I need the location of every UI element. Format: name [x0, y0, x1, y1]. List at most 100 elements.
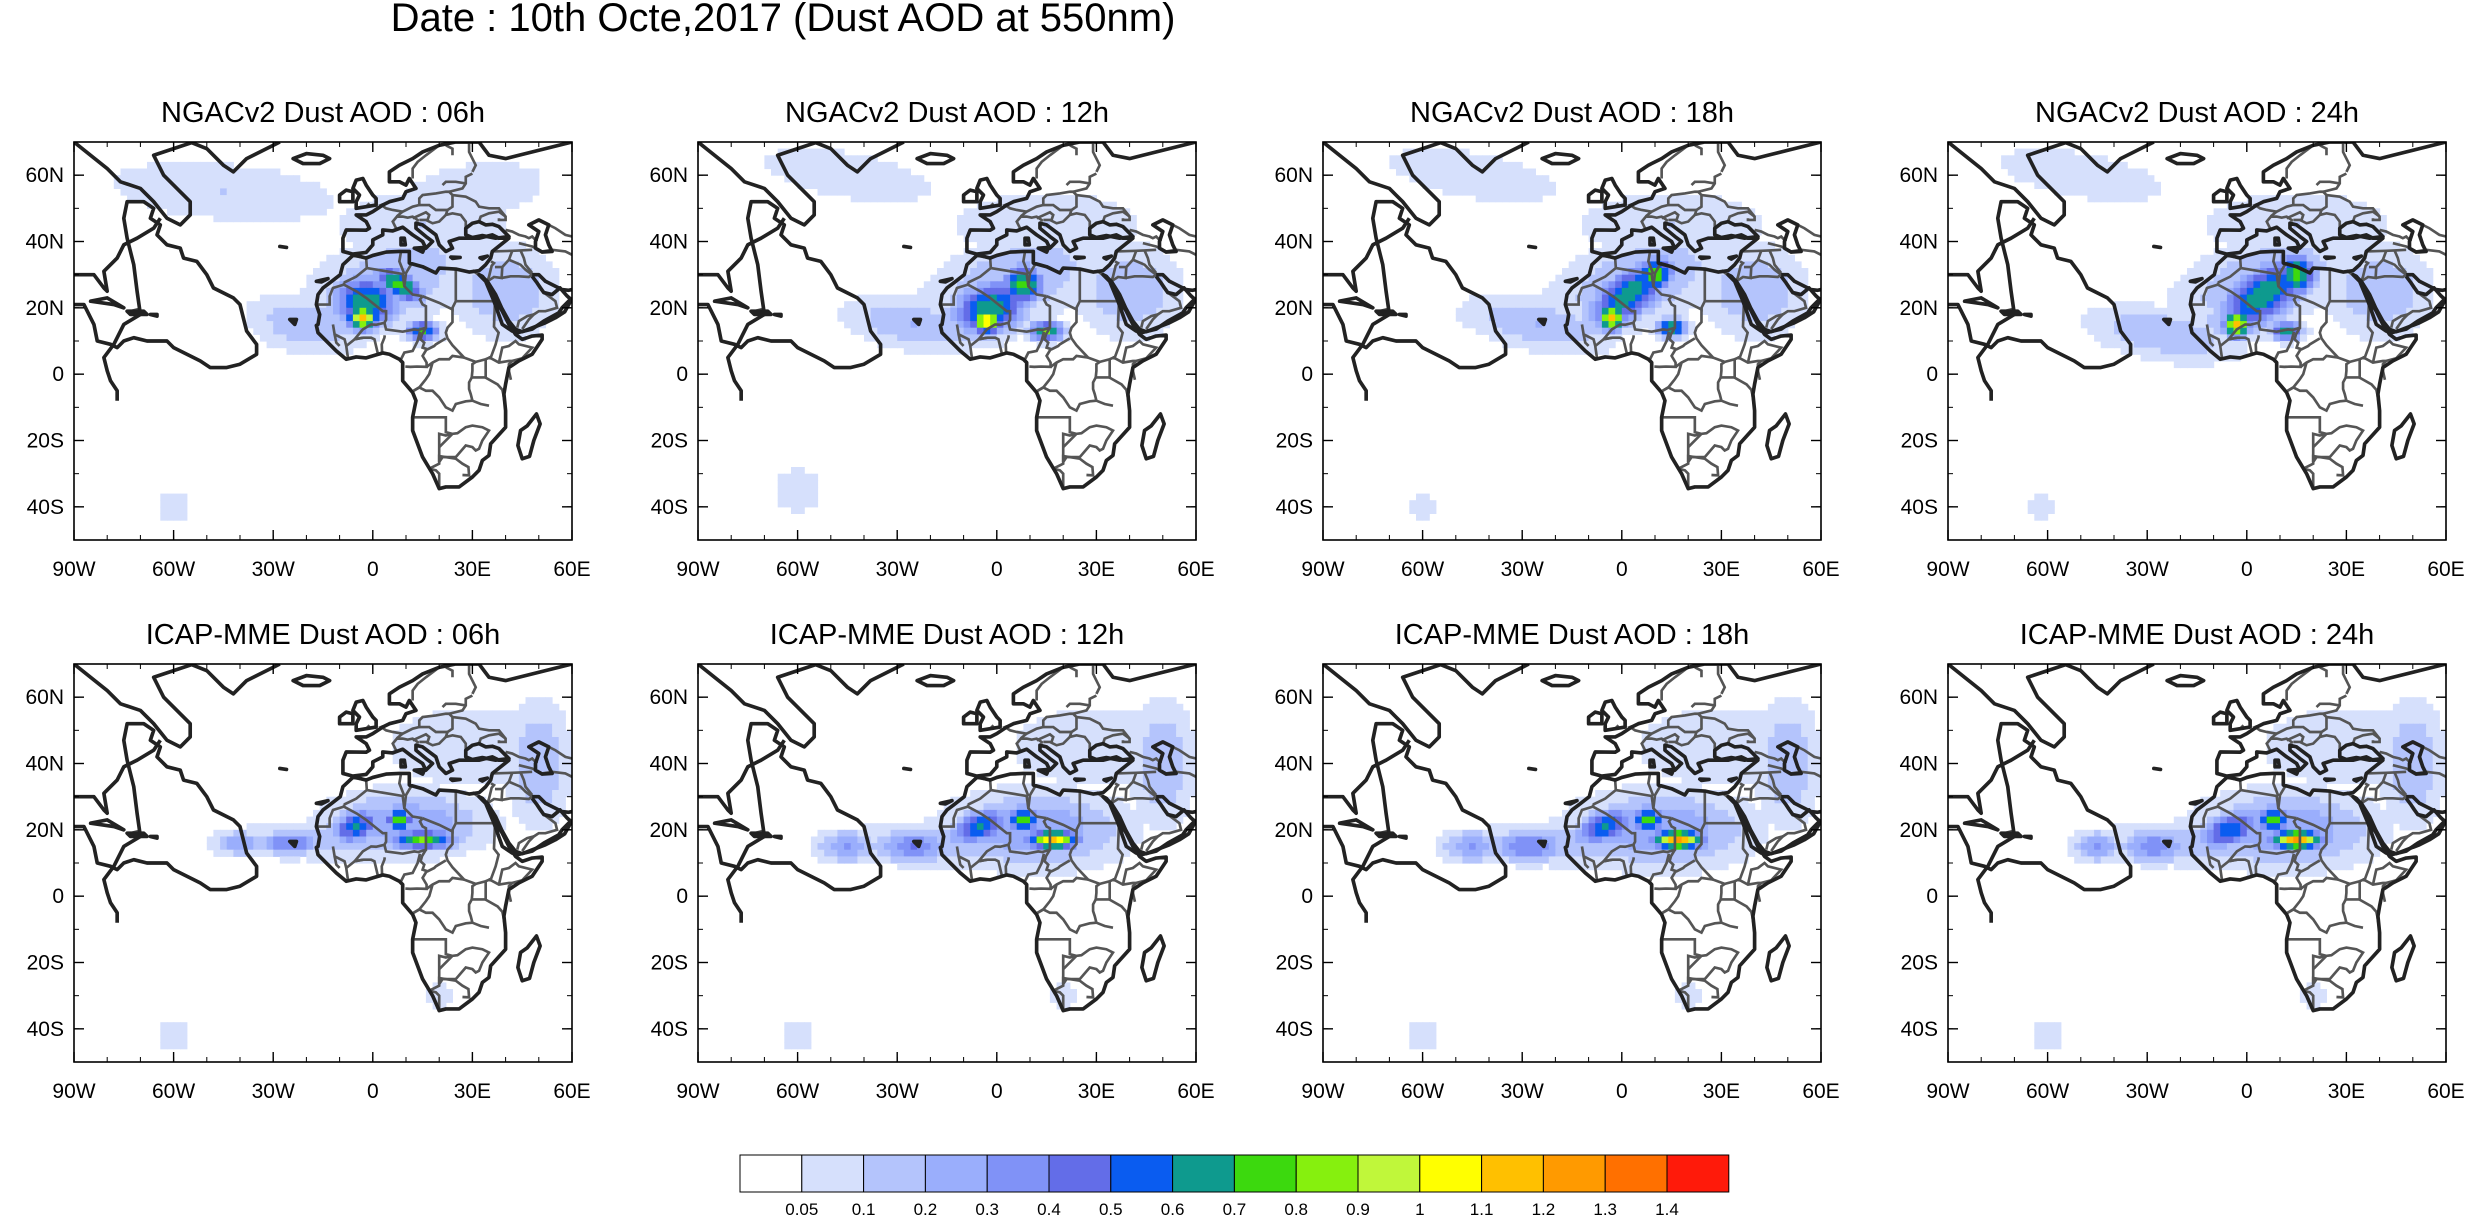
lon-tick-label: 0 [367, 558, 379, 581]
lat-tick-label: 20S [27, 430, 64, 453]
lon-tick-label: 30W [876, 558, 919, 581]
panel-title: NGACv2 Dust AOD : 12h [785, 97, 1109, 129]
lon-tick-label: 30E [1078, 558, 1115, 581]
colorbar-label: 0.2 [914, 1200, 938, 1219]
colorbar-swatch [1542, 1154, 1606, 1193]
colorbar-label: 1.3 [1593, 1200, 1617, 1219]
lat-tick-label: 40S [27, 496, 64, 519]
lat-tick-label: 20S [651, 430, 688, 453]
map-panel: NGACv2 Dust AOD : 18h 90W 60W 30W 0 30E 60E 60N… [1274, 97, 1839, 581]
panel-title: ICAP-MME Dust AOD : 18h [1395, 619, 1750, 651]
lat-tick-label: 20S [1276, 430, 1313, 453]
lon-tick-label: 60W [776, 558, 819, 581]
lat-tick-label: 0 [676, 363, 688, 386]
colorbar-label: 1.4 [1655, 1200, 1679, 1219]
lat-tick-label: 40N [1274, 753, 1313, 776]
figure-title: Date : 10th Octe,2017 (Dust AOD at 550nm… [391, 0, 1176, 40]
lat-tick-label: 40N [25, 231, 64, 254]
lat-tick-label: 20N [1899, 819, 1938, 842]
lon-tick-label: 60W [1401, 558, 1444, 581]
map-panel: NGACv2 Dust AOD : 24h 90W 60W 30W 0 30E 60E 60N… [1899, 97, 2464, 581]
lon-tick-label: 30W [252, 558, 295, 581]
lon-tick-label: 0 [991, 1080, 1003, 1103]
lon-tick-label: 60E [1177, 558, 1214, 581]
lat-tick-label: 20S [27, 952, 64, 975]
lat-tick-label: 20N [25, 819, 64, 842]
lat-tick-label: 20S [1276, 952, 1313, 975]
colorbar-label: 0.6 [1161, 1200, 1185, 1219]
lon-tick-label: 90W [52, 558, 95, 581]
lat-tick-label: 20N [649, 819, 688, 842]
lon-tick-label: 30E [2328, 1080, 2365, 1103]
panel-title: ICAP-MME Dust AOD : 24h [2020, 619, 2375, 651]
lat-tick-label: 0 [1301, 885, 1313, 908]
panel-title: NGACv2 Dust AOD : 18h [1410, 97, 1734, 129]
colorbar-swatch [1233, 1154, 1297, 1193]
lon-tick-label: 0 [1616, 558, 1628, 581]
colorbar-swatch [1048, 1154, 1112, 1193]
lat-tick-label: 60N [1899, 164, 1938, 187]
colorbar: 0.05 0.1 0.2 0.3 0.4 0.5 0.6 0.7 0.8 0.9 1 1.1 1.2 1.… [739, 1154, 1730, 1219]
lat-tick-label: 20N [649, 297, 688, 320]
colorbar-label: 1.1 [1470, 1200, 1494, 1219]
lon-tick-label: 30E [1703, 558, 1740, 581]
colorbar-swatch [1357, 1154, 1421, 1193]
lon-tick-label: 0 [991, 558, 1003, 581]
lat-tick-label: 40N [1899, 753, 1938, 776]
map-panel: NGACv2 Dust AOD : 06h 90W 60W 30W 0 30E 60E 60N… [25, 97, 590, 581]
lat-tick-label: 20N [1899, 297, 1938, 320]
map-panel: NGACv2 Dust AOD : 12h 90W 60W 30W 0 30E 60E 60N… [649, 97, 1214, 581]
lat-tick-label: 60N [25, 164, 64, 187]
lat-tick-label: 40S [1901, 496, 1938, 519]
colorbar-swatch [1172, 1154, 1235, 1193]
lon-tick-label: 90W [676, 558, 719, 581]
lat-tick-label: 40N [649, 231, 688, 254]
panel-title: ICAP-MME Dust AOD : 06h [146, 619, 501, 651]
map-panel: ICAP-MME Dust AOD : 12h 90W 60W 30W 0 30E 60E 6… [649, 619, 1214, 1103]
lon-tick-label: 0 [367, 1080, 379, 1103]
lat-tick-label: 0 [52, 885, 64, 908]
lat-tick-label: 60N [649, 164, 688, 187]
lat-tick-label: 20S [1901, 430, 1938, 453]
colorbar-label: 0.7 [1223, 1200, 1247, 1219]
colorbar-swatch [1295, 1154, 1359, 1193]
lat-tick-label: 40S [27, 1018, 64, 1041]
lat-tick-label: 40S [651, 1018, 688, 1041]
lat-tick-label: 60N [1274, 686, 1313, 709]
lon-tick-label: 30W [2126, 558, 2169, 581]
lon-tick-label: 30W [876, 1080, 919, 1103]
colorbar-swatch [1604, 1154, 1668, 1193]
colorbar-swatch [924, 1154, 988, 1193]
lat-tick-label: 40S [1276, 496, 1313, 519]
lat-tick-label: 0 [52, 363, 64, 386]
colorbar-label: 1.2 [1532, 1200, 1556, 1219]
lon-tick-label: 90W [1926, 1080, 1969, 1103]
lat-tick-label: 40S [651, 496, 688, 519]
colorbar-swatch [863, 1154, 926, 1193]
colorbar-swatch [1481, 1154, 1544, 1193]
lon-tick-label: 90W [1301, 1080, 1344, 1103]
colorbar-swatch [1666, 1154, 1730, 1193]
lon-tick-label: 60W [2026, 558, 2069, 581]
lon-tick-label: 30E [454, 558, 491, 581]
panel-title: NGACv2 Dust AOD : 24h [2035, 97, 2359, 129]
lon-tick-label: 60W [152, 1080, 195, 1103]
map-panel: ICAP-MME Dust AOD : 06h 90W 60W 30W 0 30E 60E 6… [25, 619, 590, 1103]
lon-tick-label: 30E [2328, 558, 2365, 581]
lat-tick-label: 40N [1899, 231, 1938, 254]
lon-tick-label: 90W [676, 1080, 719, 1103]
lon-tick-label: 60E [2427, 558, 2464, 581]
colorbar-swatch [801, 1154, 865, 1193]
lon-tick-label: 30W [2126, 1080, 2169, 1103]
colorbar-swatch [739, 1154, 803, 1193]
lon-tick-label: 60E [553, 1080, 590, 1103]
lon-tick-label: 0 [2241, 558, 2253, 581]
lon-tick-label: 90W [52, 1080, 95, 1103]
colorbar-label: 0.4 [1037, 1200, 1061, 1219]
lon-tick-label: 60E [1802, 558, 1839, 581]
lon-tick-label: 30W [252, 1080, 295, 1103]
lon-tick-label: 60E [2427, 1080, 2464, 1103]
colorbar-label: 0.3 [975, 1200, 999, 1219]
panel-title: ICAP-MME Dust AOD : 12h [770, 619, 1125, 651]
